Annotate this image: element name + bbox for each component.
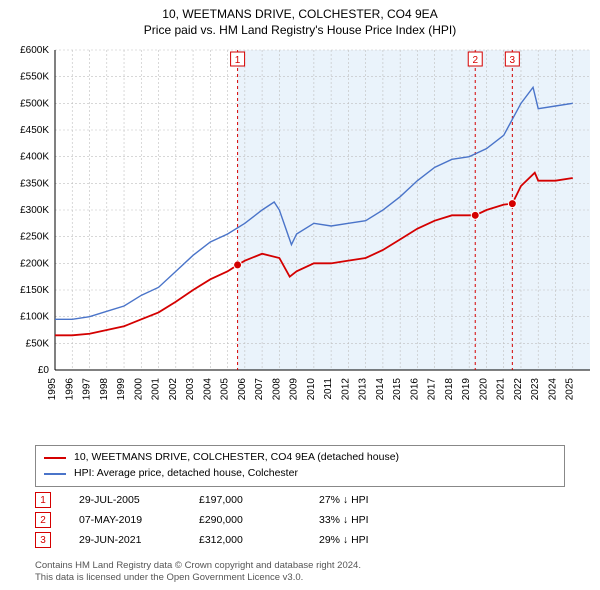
svg-text:2015: 2015	[392, 378, 403, 401]
event-table: 1 29-JUL-2005£197,00027% ↓ HPI 2 07-MAY-201…	[35, 490, 565, 550]
svg-text:£500K: £500K	[20, 98, 49, 109]
svg-text:2: 2	[472, 55, 478, 66]
svg-text:£400K: £400K	[20, 152, 49, 163]
legend-swatch	[44, 473, 66, 475]
svg-text:2021: 2021	[496, 378, 507, 401]
svg-text:2001: 2001	[151, 378, 162, 401]
svg-text:£450K: £450K	[20, 125, 49, 136]
svg-text:£100K: £100K	[20, 312, 49, 323]
svg-text:2018: 2018	[444, 378, 455, 401]
event-date: 29-JUN-2021	[79, 534, 199, 546]
svg-text:£250K: £250K	[20, 232, 49, 243]
svg-text:£300K: £300K	[20, 205, 49, 216]
svg-text:£150K: £150K	[20, 285, 49, 296]
svg-text:2016: 2016	[409, 378, 420, 401]
svg-text:3: 3	[510, 55, 516, 66]
svg-text:2003: 2003	[185, 378, 196, 401]
svg-text:2022: 2022	[513, 378, 524, 401]
event-marker: 2	[35, 512, 51, 528]
event-date: 29-JUL-2005	[79, 494, 199, 506]
svg-text:2007: 2007	[254, 378, 265, 401]
svg-text:2025: 2025	[565, 378, 576, 401]
svg-text:1998: 1998	[99, 378, 110, 401]
svg-text:2010: 2010	[306, 378, 317, 401]
event-row: 3 29-JUN-2021£312,00029% ↓ HPI	[35, 530, 565, 550]
svg-text:2004: 2004	[202, 378, 213, 401]
chart-svg: £0 £50K £100K £150K £200K £250K £300K £350K £400…	[0, 40, 600, 440]
event-delta: 33% ↓ HPI	[319, 514, 439, 526]
event-row: 2 07-MAY-2019£290,00033% ↓ HPI	[35, 510, 565, 530]
svg-text:£350K: £350K	[20, 178, 49, 189]
svg-text:2013: 2013	[358, 378, 369, 401]
svg-text:£50K: £50K	[26, 338, 50, 349]
svg-text:2005: 2005	[220, 378, 231, 401]
legend: 10, WEETMANS DRIVE, COLCHESTER, CO4 9EA …	[35, 445, 565, 487]
event-delta: 27% ↓ HPI	[319, 494, 439, 506]
svg-text:2000: 2000	[133, 378, 144, 401]
svg-text:2024: 2024	[547, 378, 558, 401]
svg-text:1999: 1999	[116, 378, 127, 401]
svg-text:2020: 2020	[478, 378, 489, 401]
title-line-2: Price paid vs. HM Land Registry's House …	[0, 22, 600, 38]
legend-row: 10, WEETMANS DRIVE, COLCHESTER, CO4 9EA …	[44, 450, 556, 466]
svg-text:1997: 1997	[82, 378, 93, 401]
event-price: £197,000	[199, 494, 319, 506]
svg-text:2014: 2014	[375, 378, 386, 401]
event-marker: 3	[35, 532, 51, 548]
svg-text:1: 1	[235, 55, 241, 66]
svg-text:2017: 2017	[427, 378, 438, 401]
event-price: £312,000	[199, 534, 319, 546]
title-line-1: 10, WEETMANS DRIVE, COLCHESTER, CO4 9EA	[0, 6, 600, 22]
legend-swatch	[44, 457, 66, 459]
svg-text:2019: 2019	[461, 378, 472, 401]
svg-text:2008: 2008	[271, 378, 282, 401]
footer: Contains HM Land Registry data © Crown c…	[35, 560, 565, 584]
legend-row: HPI: Average price, detached house, Colc…	[44, 466, 556, 482]
svg-text:£200K: £200K	[20, 258, 49, 269]
footer-line-2: This data is licensed under the Open Gov…	[35, 572, 565, 584]
svg-text:2002: 2002	[168, 378, 179, 401]
event-price: £290,000	[199, 514, 319, 526]
footer-line-1: Contains HM Land Registry data © Crown c…	[35, 560, 565, 572]
event-date: 07-MAY-2019	[79, 514, 199, 526]
svg-text:2023: 2023	[530, 378, 541, 401]
event-marker: 1	[35, 492, 51, 508]
svg-text:2011: 2011	[323, 378, 334, 400]
svg-text:1995: 1995	[47, 378, 58, 401]
legend-label: 10, WEETMANS DRIVE, COLCHESTER, CO4 9EA …	[74, 450, 399, 466]
svg-text:1996: 1996	[64, 378, 75, 401]
event-row: 1 29-JUL-2005£197,00027% ↓ HPI	[35, 490, 565, 510]
svg-text:2006: 2006	[237, 378, 248, 401]
legend-label: HPI: Average price, detached house, Colc…	[74, 466, 298, 482]
svg-text:£550K: £550K	[20, 72, 49, 83]
svg-text:£0: £0	[38, 365, 50, 376]
svg-text:2012: 2012	[340, 378, 351, 401]
svg-text:£600K: £600K	[20, 45, 49, 56]
event-delta: 29% ↓ HPI	[319, 534, 439, 546]
svg-text:2009: 2009	[289, 378, 300, 401]
price-chart: £0 £50K £100K £150K £200K £250K £300K £350K £400…	[0, 40, 600, 440]
